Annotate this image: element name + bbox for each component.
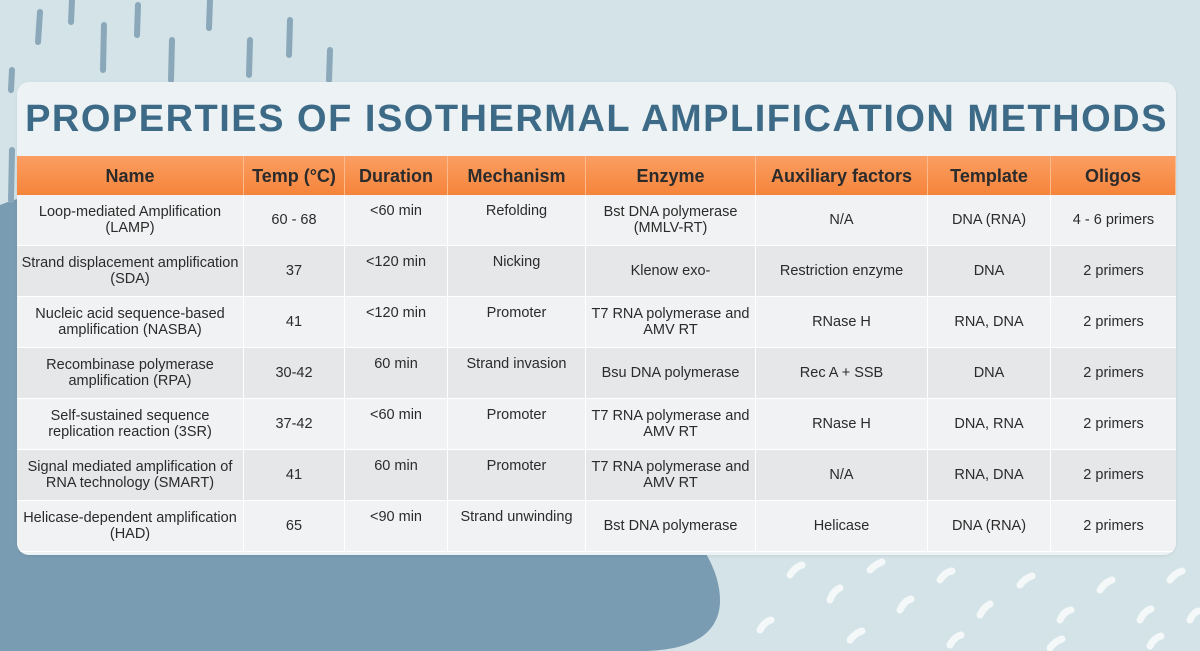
cell-template: DNA xyxy=(928,246,1051,297)
cell-mechanism: Nicking xyxy=(448,246,586,297)
cell-name: Loop-mediated Amplification (LAMP) xyxy=(17,195,244,246)
cell-duration: <120 min xyxy=(345,297,448,348)
table-row: Nucleic acid sequence-based amplificatio… xyxy=(17,297,1176,348)
cell-auxiliary-factors: Helicase xyxy=(756,501,928,552)
header-temp: Temp (°C) xyxy=(244,156,345,195)
cell-auxiliary-factors: RNase H xyxy=(756,399,928,450)
properties-table: Name Temp (°C) Duration Mechanism Enzyme… xyxy=(17,156,1176,552)
cell-temp: 41 xyxy=(244,450,345,501)
cell-enzyme: T7 RNA polymerase and AMV RT xyxy=(586,399,756,450)
cell-mechanism: Refolding xyxy=(448,195,586,246)
cell-template: RNA, DNA xyxy=(928,297,1051,348)
cell-enzyme: T7 RNA polymerase and AMV RT xyxy=(586,297,756,348)
cell-auxiliary-factors: Rec A + SSB xyxy=(756,348,928,399)
cell-enzyme: Klenow exo- xyxy=(586,246,756,297)
header-auxiliary-factors: Auxiliary factors xyxy=(756,156,928,195)
cell-mechanism: Promoter xyxy=(448,399,586,450)
cell-temp: 37 xyxy=(244,246,345,297)
cell-temp: 65 xyxy=(244,501,345,552)
table-row: Signal mediated amplification of RNA tec… xyxy=(17,450,1176,501)
cell-template: DNA xyxy=(928,348,1051,399)
cell-oligos: 4 - 6 primers xyxy=(1051,195,1176,246)
cell-oligos: 2 primers xyxy=(1051,501,1176,552)
cell-name: Self-sustained sequence replication reac… xyxy=(17,399,244,450)
cell-name: Strand displacement amplification (SDA) xyxy=(17,246,244,297)
cell-duration: <60 min xyxy=(345,399,448,450)
cell-oligos: 2 primers xyxy=(1051,450,1176,501)
cell-name: Nucleic acid sequence-based amplificatio… xyxy=(17,297,244,348)
cell-name: Helicase-dependent amplification (HAD) xyxy=(17,501,244,552)
cell-duration: 60 min xyxy=(345,450,448,501)
cell-temp: 60 - 68 xyxy=(244,195,345,246)
header-oligos: Oligos xyxy=(1051,156,1176,195)
header-enzyme: Enzyme xyxy=(586,156,756,195)
cell-enzyme: Bsu DNA polymerase xyxy=(586,348,756,399)
cell-enzyme: Bst DNA polymerase xyxy=(586,501,756,552)
cell-duration: <120 min xyxy=(345,246,448,297)
cell-temp: 41 xyxy=(244,297,345,348)
cell-oligos: 2 primers xyxy=(1051,246,1176,297)
cell-mechanism: Strand unwinding xyxy=(448,501,586,552)
cell-name: Signal mediated amplification of RNA tec… xyxy=(17,450,244,501)
header-template: Template xyxy=(928,156,1051,195)
cell-template: DNA (RNA) xyxy=(928,501,1051,552)
cell-temp: 37-42 xyxy=(244,399,345,450)
cell-auxiliary-factors: N/A xyxy=(756,450,928,501)
cell-mechanism: Promoter xyxy=(448,450,586,501)
cell-enzyme: Bst DNA polymerase (MMLV-RT) xyxy=(586,195,756,246)
cell-auxiliary-factors: N/A xyxy=(756,195,928,246)
header-name: Name xyxy=(17,156,244,195)
cell-temp: 30-42 xyxy=(244,348,345,399)
cell-oligos: 2 primers xyxy=(1051,399,1176,450)
table-row: Recombinase polymerase amplification (RP… xyxy=(17,348,1176,399)
cell-duration: <60 min xyxy=(345,195,448,246)
cell-duration: <90 min xyxy=(345,501,448,552)
table-row: Self-sustained sequence replication reac… xyxy=(17,399,1176,450)
header-mechanism: Mechanism xyxy=(448,156,586,195)
cell-duration: 60 min xyxy=(345,348,448,399)
cell-auxiliary-factors: Restriction enzyme xyxy=(756,246,928,297)
table-row: Loop-mediated Amplification (LAMP) 60 - … xyxy=(17,195,1176,246)
table-card: PROPERTIES OF ISOTHERMAL AMPLIFICATION M… xyxy=(17,82,1176,555)
cell-name: Recombinase polymerase amplification (RP… xyxy=(17,348,244,399)
cell-mechanism: Strand invasion xyxy=(448,348,586,399)
header-duration: Duration xyxy=(345,156,448,195)
cell-oligos: 2 primers xyxy=(1051,297,1176,348)
table-row: Helicase-dependent amplification (HAD) 6… xyxy=(17,501,1176,552)
cell-template: RNA, DNA xyxy=(928,450,1051,501)
page-title: PROPERTIES OF ISOTHERMAL AMPLIFICATION M… xyxy=(25,98,1168,140)
cell-auxiliary-factors: RNase H xyxy=(756,297,928,348)
cell-enzyme: T7 RNA polymerase and AMV RT xyxy=(586,450,756,501)
table-row: Strand displacement amplification (SDA) … xyxy=(17,246,1176,297)
table-header-row: Name Temp (°C) Duration Mechanism Enzyme… xyxy=(17,156,1176,195)
cell-template: DNA (RNA) xyxy=(928,195,1051,246)
cell-mechanism: Promoter xyxy=(448,297,586,348)
cell-template: DNA, RNA xyxy=(928,399,1051,450)
cell-oligos: 2 primers xyxy=(1051,348,1176,399)
